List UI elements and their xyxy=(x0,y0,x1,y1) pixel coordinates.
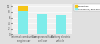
Bar xyxy=(18,11,28,34)
Legend: Production, Use phase / End-of-life: Production, Use phase / End-of-life xyxy=(74,4,100,11)
Bar xyxy=(56,15,66,34)
Bar xyxy=(18,6,28,11)
Bar xyxy=(37,14,47,34)
